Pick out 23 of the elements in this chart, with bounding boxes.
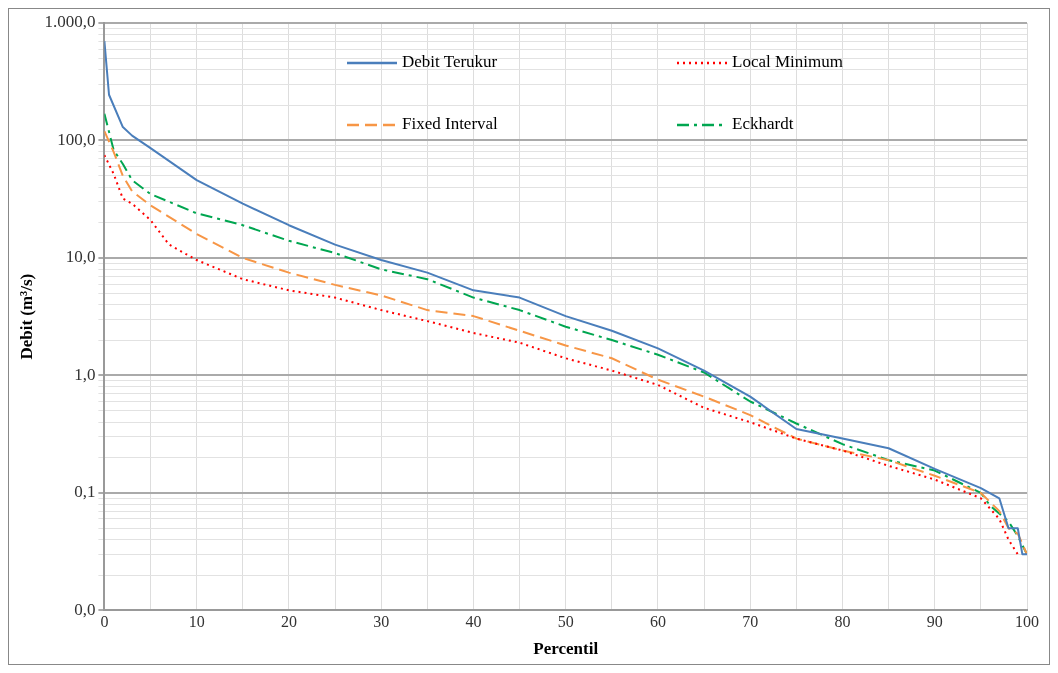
legend-label: Eckhardt: [732, 114, 794, 134]
x-tick-label: 90: [926, 613, 943, 631]
x-tick-label: 10: [188, 613, 205, 631]
legend-label: Fixed Interval: [402, 114, 499, 134]
legend-label: Debit Terukur: [402, 52, 498, 72]
x-tick-label: 70: [742, 613, 759, 631]
x-tick-label: 80: [834, 613, 851, 631]
x-tick-label: 100: [1015, 613, 1039, 631]
x-tick-label: 20: [280, 613, 297, 631]
y-tick-label: 100,0: [57, 129, 96, 149]
y-tick-label: 0,1: [74, 482, 96, 502]
y-tick-label: 1.000,0: [44, 12, 96, 32]
x-tick-label: 0: [100, 613, 109, 631]
y-axis-title: Debit (m³/s): [16, 273, 36, 360]
x-tick-label: 60: [649, 613, 666, 631]
y-tick-label: 1,0: [74, 364, 96, 384]
x-axis-title: Percentil: [533, 639, 599, 659]
y-tick-label: 10,0: [65, 247, 96, 267]
y-tick-label: 0,0: [74, 599, 96, 619]
x-tick-label: 50: [557, 613, 574, 631]
legend-label: Local Minimum: [732, 52, 843, 72]
x-tick-label: 40: [465, 613, 482, 631]
x-tick-label: 30: [373, 613, 390, 631]
